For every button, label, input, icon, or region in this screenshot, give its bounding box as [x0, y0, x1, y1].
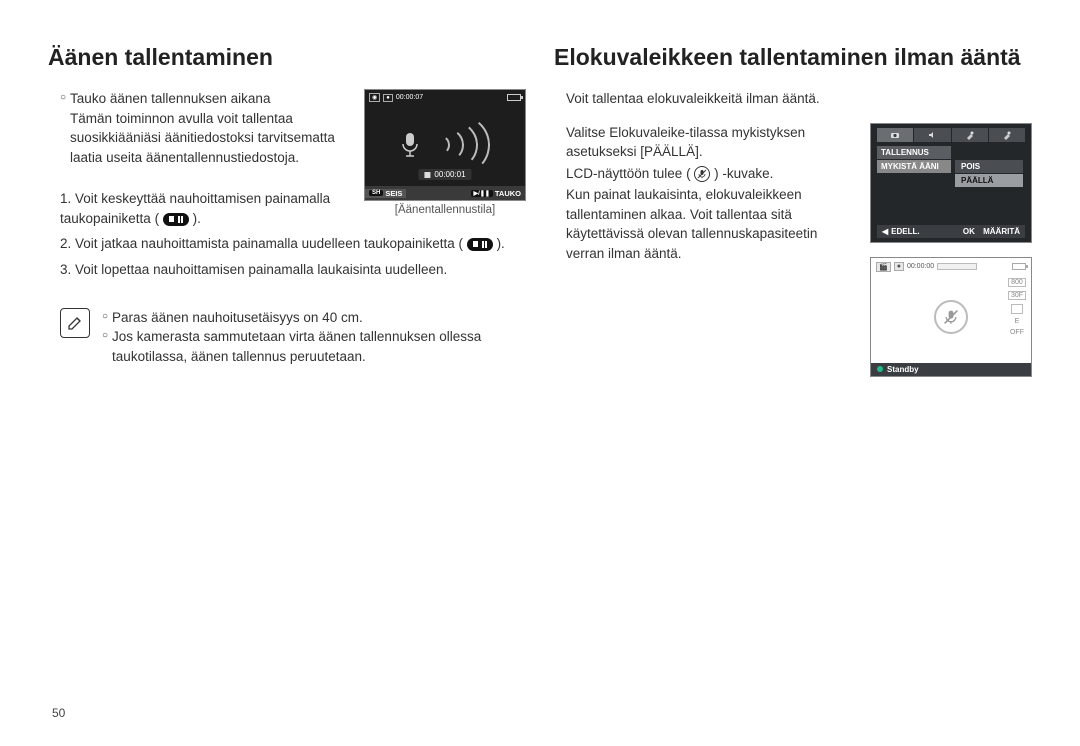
rec-indicator-icon: ● [383, 94, 393, 102]
menu-option-on: PÄÄLLÄ [955, 174, 1023, 187]
sh-label: SH [369, 190, 383, 196]
menu-back-label: EDELL. [891, 227, 919, 236]
record-standby-lcd: 🎬 ● 00:00:00 800 30F E OFF [870, 257, 1032, 377]
battery-icon [507, 94, 521, 101]
menu-set-label: MÄÄRITÄ [983, 227, 1020, 236]
left-intro-block: ○ Tauko äänen tallennuksen aikana Tämän … [60, 89, 344, 228]
bullet-icon: ○ [60, 89, 66, 167]
fps-label: 30F [1008, 291, 1026, 300]
lcd-caption: [Äänentallennustila] [364, 204, 526, 216]
bullet-icon: ○ [102, 308, 108, 328]
seis-label: SEIS [385, 189, 402, 198]
pause-heading: Tauko äänen tallennuksen aikana [70, 91, 270, 106]
rec-timer: 00:00:00 [907, 263, 934, 270]
tab-tool1-icon [952, 128, 988, 142]
microphone-icon [400, 132, 420, 158]
stop-square-icon [424, 172, 430, 178]
tauko-label: TAUKO [495, 189, 521, 198]
tab-sound-icon [914, 128, 950, 142]
movie-mode-icon: 🎬 [876, 262, 891, 272]
left-steps-cont: 2. Voit jatkaa nauhoittamista painamalla… [60, 234, 518, 279]
step1-end: ). [193, 211, 201, 226]
right-body-text: Valitse Elokuvaleike-tilassa mykistyksen… [566, 123, 848, 264]
right-intro: Voit tallentaa elokuvaleikkeitä ilman ää… [566, 89, 1024, 109]
rec-center-icon [934, 300, 968, 334]
battery-icon [1012, 263, 1026, 270]
lcd-elapsed-time-bar: 00:00:01 [418, 169, 471, 180]
right-column: Elokuvaleikkeen tallentaminen ilman äänt… [554, 44, 1032, 377]
play-pause-icon [163, 213, 189, 226]
left-column: Äänen tallentaminen ○ Tauko äänen tallen… [48, 44, 526, 377]
pause-body: Tämän toiminnon avulla voit tallentaa su… [70, 111, 335, 165]
rec-progress-bar [937, 263, 977, 270]
mute-menu-lcd: TALLENNUS MYKISTÄ ÄÄNI POIS PÄÄLLÄ ◀EDEL… [870, 123, 1032, 243]
sound-waves-icon [430, 115, 490, 175]
menu-ok-label: OK [963, 227, 975, 236]
right-p2a: LCD-näyttöön tulee ( [566, 166, 691, 181]
lcd-top-time: 00:00:07 [396, 94, 423, 101]
e-label: E [1015, 318, 1020, 325]
right-p1: Valitse Elokuvaleike-tilassa mykistyksen… [566, 123, 848, 162]
note-box: ○Paras äänen nauhoitusetäisyys on 40 cm.… [60, 308, 526, 367]
right-p2b: ) -kuvake. [714, 166, 773, 181]
lcd-elapsed-time: 00:00:01 [434, 170, 465, 179]
mic-mute-icon [694, 166, 710, 182]
off-label: OFF [1010, 329, 1024, 336]
tab-tool2-icon [989, 128, 1025, 142]
menu-bottom-bar: ◀EDELL. OK MÄÄRITÄ [877, 225, 1025, 238]
step3-text: 3. Voit lopettaa nauhoittamisen painamal… [60, 262, 447, 277]
left-title: Äänen tallentaminen [48, 44, 526, 71]
right-title: Elokuvaleikkeen tallentaminen ilman äänt… [554, 44, 1032, 71]
play-pause-icon [467, 238, 493, 251]
standby-dot-icon [877, 366, 883, 372]
rec-bottom-bar: Standby [871, 363, 1031, 376]
bullet-icon: ○ [102, 327, 108, 366]
standby-label: Standby [887, 365, 919, 374]
note1: Paras äänen nauhoitusetäisyys on 40 cm. [112, 308, 363, 328]
lcd-bottom-bar: SHSEIS ▶/❚❚TAUKO [365, 186, 525, 200]
right-p3: Kun painat laukaisinta, elokuvaleikkeen … [566, 185, 848, 263]
rec-dot-icon: ● [894, 262, 904, 271]
note2: Jos kamerasta sammutetaan virta äänen ta… [112, 327, 526, 366]
menu-section-title: TALLENNUS [877, 146, 951, 159]
menu-tabs [877, 128, 1025, 142]
tab-camera-icon [877, 128, 913, 142]
frame-icon [1011, 304, 1023, 314]
menu-option-off: POIS [955, 160, 1023, 173]
step2-text: 2. Voit jatkaa nauhoittamista painamalla… [60, 236, 463, 251]
menu-item-mute: MYKISTÄ ÄÄNI [877, 160, 951, 173]
page-number: 50 [52, 706, 65, 720]
voice-record-lcd-wrap: ◉ ● 00:00:07 00:00:01 [364, 89, 526, 216]
back-arrow-icon: ◀ [882, 227, 888, 236]
note-pencil-icon [60, 308, 90, 338]
rec-right-icon-stack: 800 30F E OFF [1008, 278, 1026, 336]
res-label: 800 [1008, 278, 1026, 287]
voice-record-lcd: ◉ ● 00:00:07 00:00:01 [364, 89, 526, 201]
play-pause-mini-icon: ▶/❚❚ [471, 190, 493, 197]
step2-end: ). [497, 236, 505, 251]
rec-mode-icon: ◉ [369, 93, 380, 102]
